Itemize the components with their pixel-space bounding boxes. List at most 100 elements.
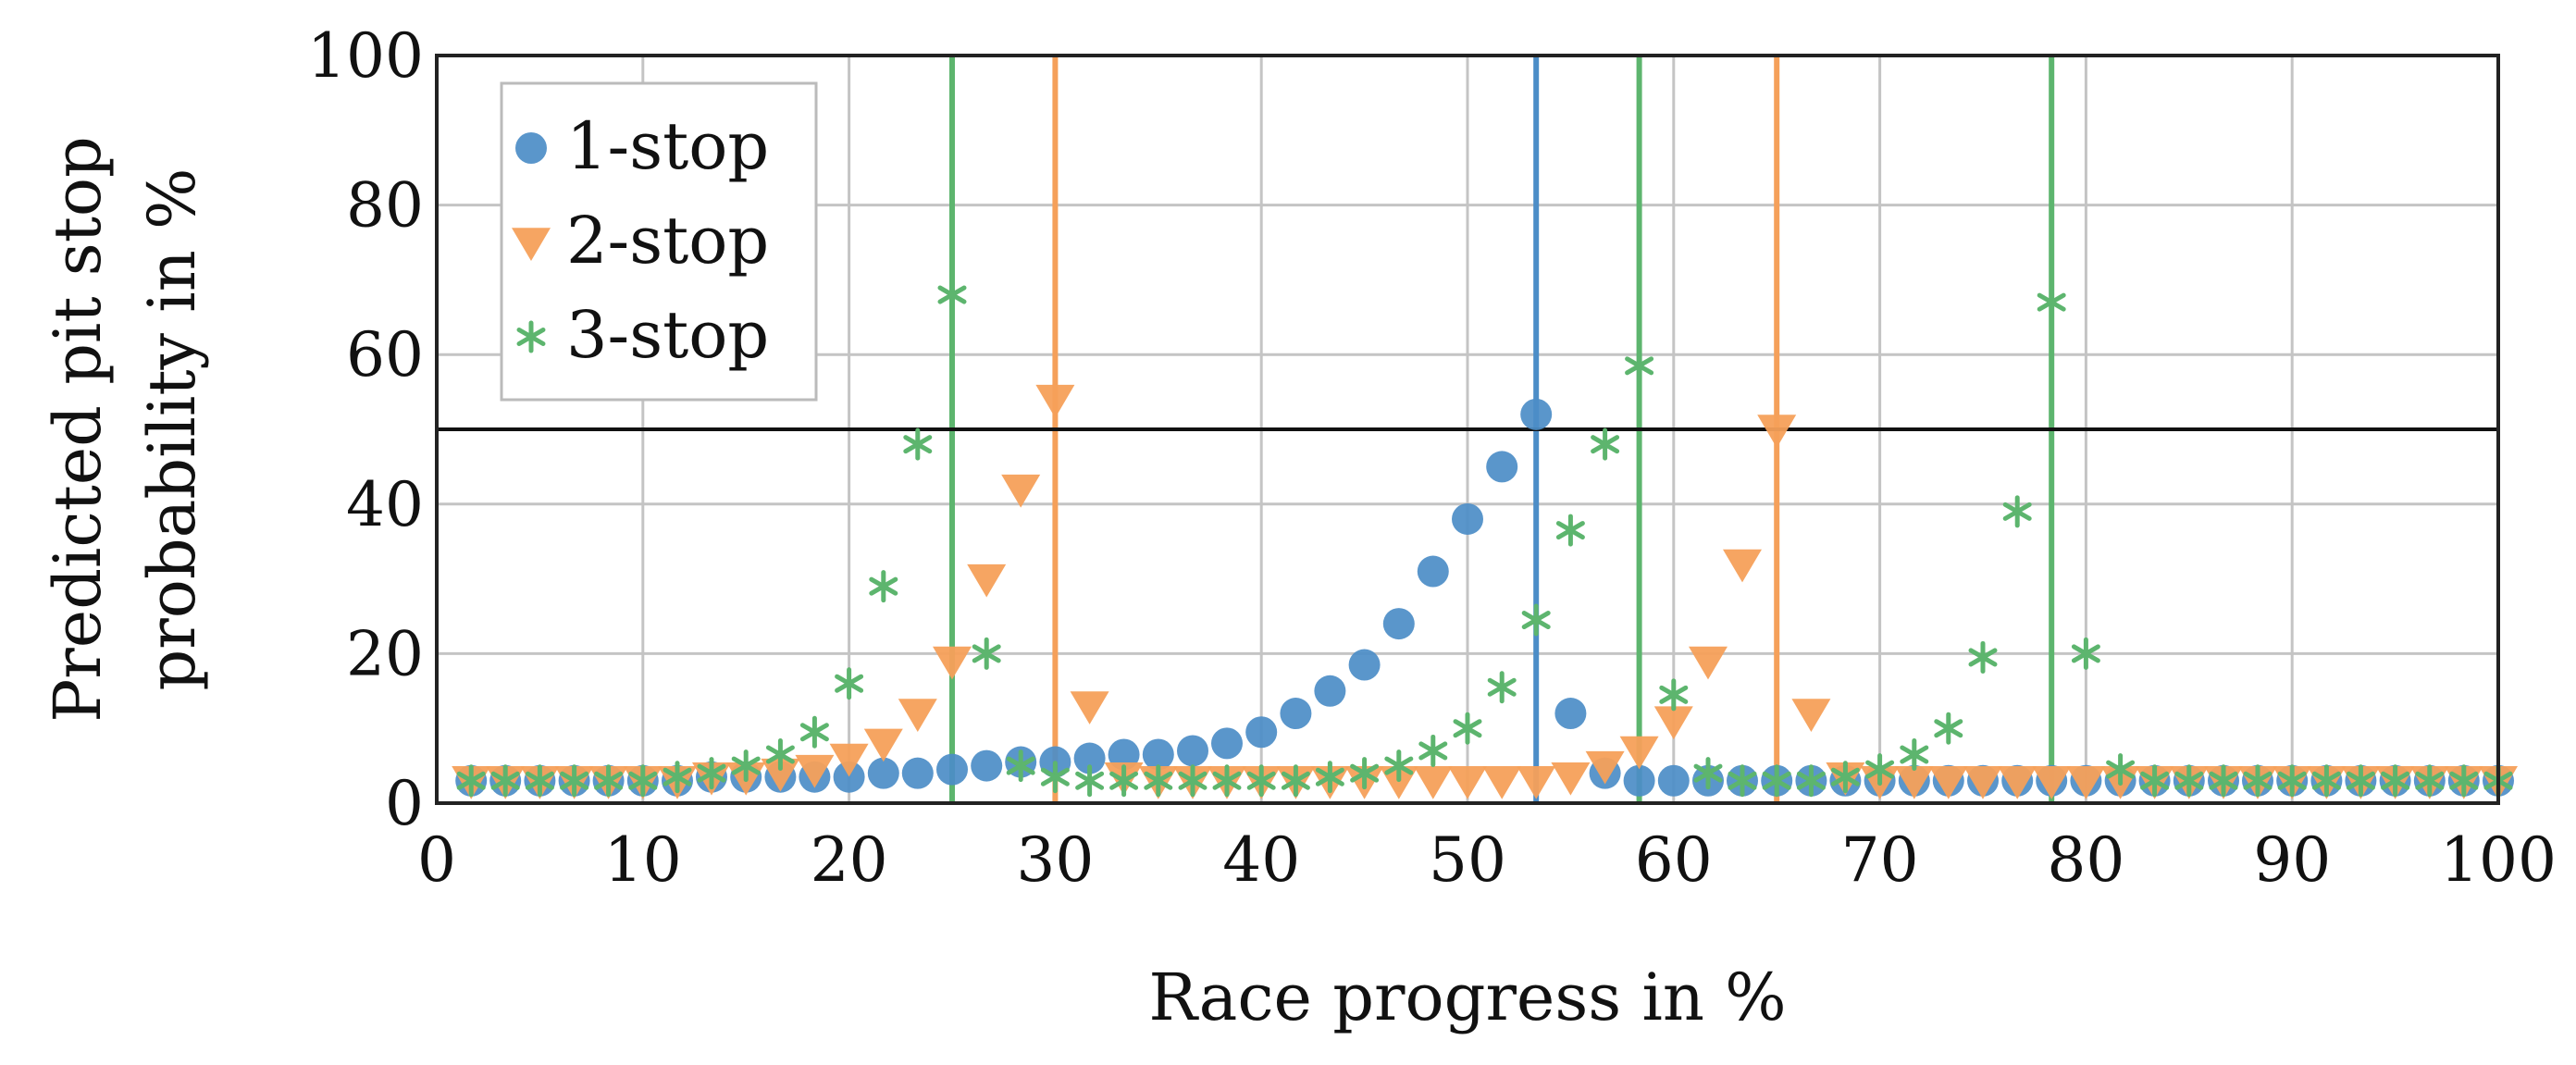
data-point-3-stop: [1693, 757, 1723, 790]
data-point-3-stop: [1625, 349, 1654, 382]
data-point-3-stop-stroke: [663, 767, 692, 786]
data-point-3-stop: [835, 667, 864, 700]
data-point-3-stop: [1968, 640, 1998, 674]
y-tick-label: 0: [385, 768, 424, 839]
data-point-3-stop: [2037, 286, 2066, 319]
data-point-3-stop-stroke: [972, 644, 1001, 663]
data-point-2-stop: [1791, 699, 1831, 732]
data-point-3-stop: [628, 764, 658, 798]
data-point-3-stop-stroke: [1246, 771, 1276, 790]
data-point-3-stop: [594, 764, 624, 798]
data-point-2-stop: [829, 743, 869, 777]
data-point-3-stop-stroke: [835, 674, 864, 693]
data-point-3-stop-stroke: [1315, 767, 1344, 786]
data-point-1-stop: [1210, 727, 1243, 760]
data-point-3-stop: [1006, 749, 1035, 783]
data-point-1-stop: [1142, 738, 1174, 771]
data-point-2-stop: [1963, 766, 2002, 799]
data-point-3-stop-stroke: [1487, 677, 1517, 697]
legend-marker-2-stop: [512, 228, 551, 261]
legend-symbol-3-stop: [516, 320, 546, 353]
data-point-3-stop-stroke: [2037, 292, 2066, 312]
y-tick-label: 60: [346, 319, 424, 390]
x-tick-label: 40: [1222, 824, 1300, 896]
data-point-3-stop: [972, 637, 1001, 670]
data-point-3-stop-stroke: [1418, 741, 1448, 761]
x-tick-label: 80: [2047, 824, 2124, 896]
data-point-3-stop: [663, 761, 692, 794]
data-point-3-stop-stroke: [2209, 771, 2238, 790]
data-point-3-stop: [456, 764, 486, 798]
data-point-3-stop: [525, 764, 554, 798]
data-point-3-stop-stroke: [765, 745, 795, 764]
data-point-1-stop: [901, 757, 934, 789]
data-point-3-stop-stroke: [594, 771, 624, 790]
data-point-3-stop-stroke: [1521, 611, 1551, 630]
data-point-3-stop: [869, 570, 898, 603]
data-point-3-stop-stroke: [1006, 756, 1035, 775]
data-point-2-stop: [1998, 766, 2037, 799]
data-point-3-stop-stroke: [2106, 760, 2136, 779]
data-point-3-stop: [2415, 764, 2445, 798]
data-point-2-stop: [898, 699, 937, 732]
data-point-2-stop: [863, 728, 903, 762]
data-point-1-stop: [1382, 608, 1415, 640]
data-point-3-stop-stroke: [2311, 771, 2341, 790]
data-point-2-stop: [1517, 766, 1556, 799]
y-tick-labels: 0 20 40 60 80 100: [307, 20, 424, 839]
x-tick-label: 60: [1635, 824, 1713, 896]
data-point-1-stop: [936, 753, 968, 786]
data-point-3-stop-stroke: [1075, 771, 1105, 790]
data-point-3-stop: [2346, 764, 2375, 798]
data-point-3-stop: [560, 764, 589, 798]
data-point-2-stop: [1035, 384, 1075, 418]
data-point-3-stop: [490, 764, 520, 798]
data-point-3-stop-stroke: [2002, 502, 2032, 521]
data-point-3-stop-stroke: [1625, 356, 1654, 376]
data-point-3-stop: [1659, 678, 1689, 712]
data-point-2-stop: [1585, 750, 1625, 785]
data-point-3-stop: [903, 427, 933, 461]
data-point-3-stop: [1900, 737, 1929, 771]
data-point-3-stop: [1453, 712, 1482, 745]
y-axis-title-line-2: probability in %: [134, 167, 210, 690]
legend-marker-1-stop: [515, 132, 547, 164]
data-point-3-stop: [1075, 764, 1105, 798]
data-point-2-stop: [1894, 766, 1934, 799]
data-point-3-stop: [765, 737, 795, 771]
data-point-3-stop-stroke: [2071, 644, 2100, 663]
data-point-3-stop: [1796, 764, 1826, 798]
data-point-2-stop: [1551, 762, 1591, 796]
y-axis-title-line-1: Predicted pit stop: [40, 136, 116, 723]
legend-symbol-3-stop-stroke: [516, 328, 546, 346]
data-point-1-stop: [1073, 742, 1106, 774]
x-tick-label: 50: [1429, 824, 1506, 896]
data-point-2-stop: [1413, 766, 1453, 799]
data-point-3-stop-stroke: [1693, 763, 1723, 783]
data-point-2-stop: [1379, 766, 1418, 799]
data-point-2-stop: [1482, 766, 1522, 799]
data-point-3-stop-stroke: [1212, 771, 1242, 790]
data-point-1-stop: [1177, 735, 1209, 767]
data-point-1-stop: [833, 761, 865, 793]
data-point-3-stop-stroke: [731, 756, 761, 775]
data-point-2-stop: [1001, 474, 1041, 508]
data-point-3-stop: [1591, 427, 1620, 461]
data-point-2-stop: [1070, 691, 1109, 724]
data-point-3-stop-stroke: [1384, 756, 1414, 775]
data-point-2-stop: [1722, 549, 1762, 583]
data-point-1-stop: [1280, 698, 1312, 730]
data-point-3-stop: [1109, 764, 1139, 798]
data-point-3-stop: [1934, 712, 1963, 745]
data-point-1-stop: [1245, 716, 1278, 749]
data-point-3-stop-stroke: [490, 771, 520, 790]
data-point-3-stop-stroke: [799, 723, 829, 742]
data-point-1-stop: [1314, 675, 1346, 707]
data-point-1-stop: [1417, 555, 1449, 588]
data-markers: [452, 279, 2518, 799]
data-point-3-stop-stroke: [2140, 771, 2170, 790]
data-point-3-stop-stroke: [1796, 771, 1826, 790]
data-point-3-stop-stroke: [1728, 771, 1757, 790]
